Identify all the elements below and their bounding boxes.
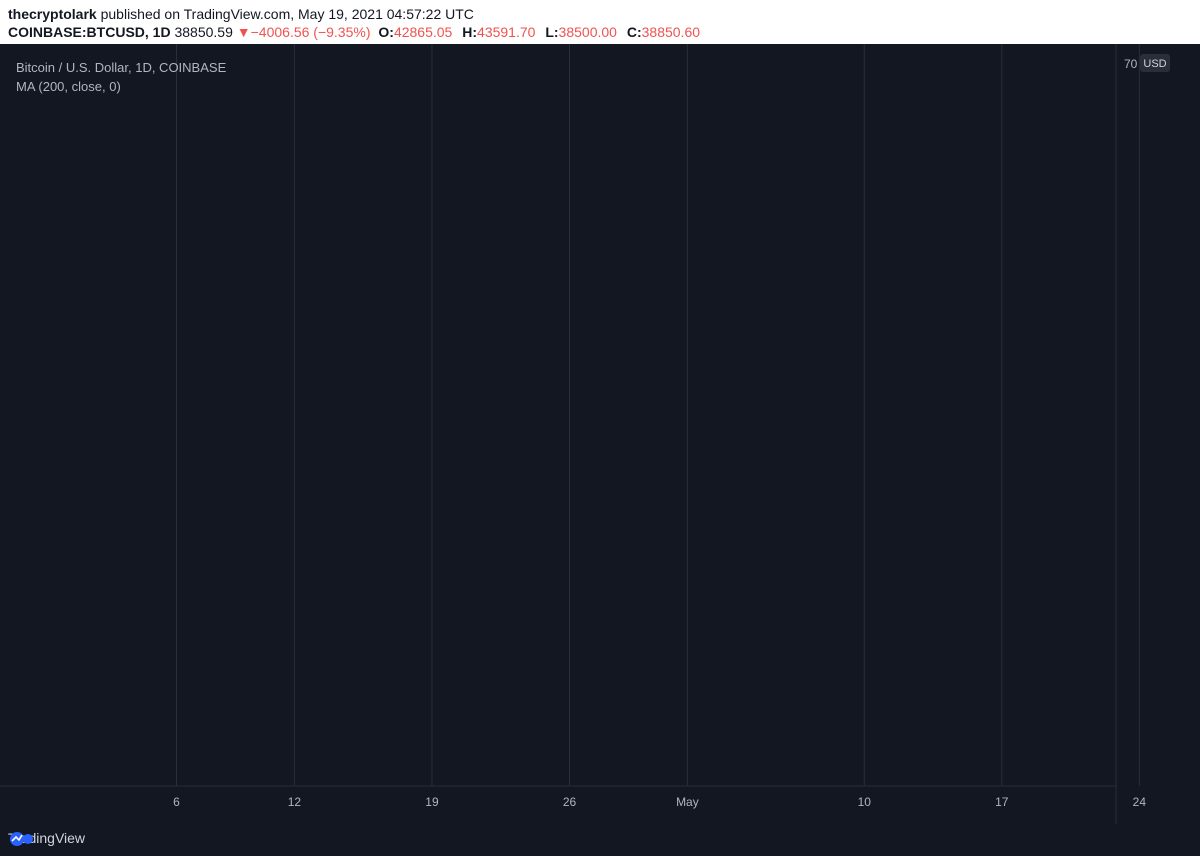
x-tick-label: 17 <box>995 795 1009 809</box>
publish-header: thecryptolark published on TradingView.c… <box>0 0 1200 44</box>
high-label: H: <box>462 24 478 40</box>
x-tick-label: 19 <box>425 795 439 809</box>
tradingview-icon <box>10 832 33 846</box>
publish-info: thecryptolark published on TradingView.c… <box>8 6 474 22</box>
x-tick-label: 26 <box>563 795 577 809</box>
close-label: C: <box>626 24 642 40</box>
symbol-line: COINBASE:BTCUSD, 1D <box>8 24 171 40</box>
chart-area[interactable]: −26523.19 (−40.82%) −265231966000.006200… <box>0 44 1200 824</box>
footer-bar: TradingView <box>0 824 1200 856</box>
y-tick-label-partial: 70 <box>1124 57 1138 71</box>
down-arrow-icon: ▼ <box>236 24 251 40</box>
tradingview-logo[interactable]: TradingView <box>8 830 85 846</box>
price-change: −4006.56 (−9.35%) <box>250 24 371 40</box>
x-tick-label: 12 <box>288 795 302 809</box>
legend-ma[interactable]: MA (200, close, 0) <box>16 79 121 94</box>
ohlc-line: COINBASE:BTCUSD, 1D 38850.59 ▼−4006.56 (… <box>8 24 706 40</box>
published-text: published on TradingView.com, May 19, 20… <box>100 6 474 22</box>
low-value: 38500.00 <box>558 24 617 40</box>
open-value: 42865.05 <box>393 24 453 40</box>
currency-badge[interactable] <box>1140 54 1170 72</box>
chart-legend: Bitcoin / U.S. Dollar, 1D, COINBASE MA (… <box>16 58 226 96</box>
x-tick-label: 24 <box>1133 795 1147 809</box>
x-tick-label: May <box>676 795 699 809</box>
high-value: 43591.70 <box>477 24 536 40</box>
last-price: 38850.59 <box>174 24 233 40</box>
candlestick-chart[interactable]: −26523.19 (−40.82%) −265231966000.006200… <box>0 44 1200 824</box>
x-tick-label: 10 <box>858 795 872 809</box>
open-label: O: <box>378 24 394 40</box>
currency-label: USD <box>1143 58 1166 70</box>
x-tick-label: 6 <box>173 795 180 809</box>
low-label: L: <box>545 24 559 40</box>
author-name[interactable]: thecryptolark <box>8 6 97 22</box>
close-value: 38850.60 <box>641 24 701 40</box>
legend-symbol[interactable]: Bitcoin / U.S. Dollar, 1D, COINBASE <box>16 60 227 75</box>
